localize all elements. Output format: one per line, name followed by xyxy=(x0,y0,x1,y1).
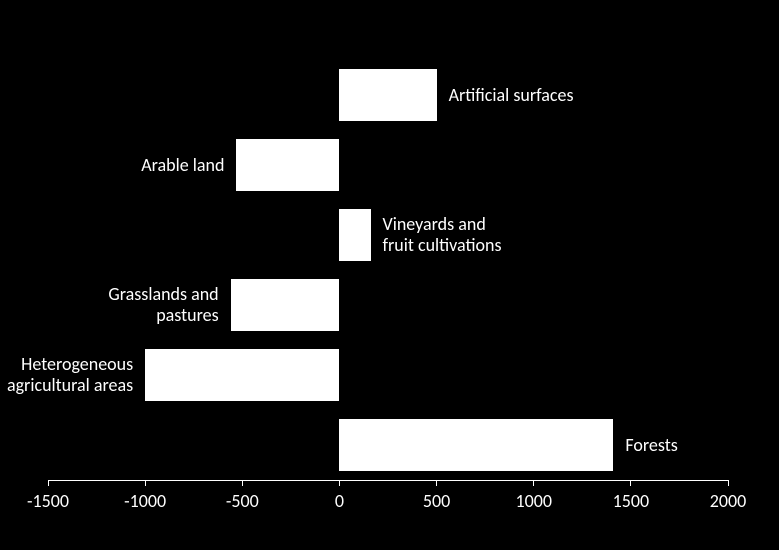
category-label: Artificial surfaces xyxy=(449,85,574,106)
x-tick-label: 0 xyxy=(335,490,344,512)
category-label: Grasslands and pastures xyxy=(108,284,218,325)
x-tick xyxy=(533,480,534,486)
x-tick xyxy=(242,480,243,486)
x-tick-label: -1000 xyxy=(124,490,166,512)
category-label: Forests xyxy=(625,435,677,456)
x-tick-label: 2000 xyxy=(710,490,747,512)
bar xyxy=(145,349,339,402)
x-tick xyxy=(339,480,340,486)
bar xyxy=(339,69,436,122)
category-label: Arable land xyxy=(141,155,224,176)
x-tick xyxy=(436,480,437,486)
category-label: Vineyards and fruit cultivations xyxy=(383,214,502,255)
bar xyxy=(339,419,613,472)
bar xyxy=(339,209,370,262)
bar xyxy=(231,279,340,332)
x-tick-label: 1500 xyxy=(613,490,650,512)
x-tick-label: 1000 xyxy=(515,490,552,512)
x-tick-label: 500 xyxy=(423,490,450,512)
category-label: Heterogeneous agricultural areas xyxy=(7,354,133,395)
x-tick-label: -500 xyxy=(226,490,259,512)
plot-area: Artificial surfaces Arable land Vineyards … xyxy=(48,60,728,480)
x-tick xyxy=(728,480,729,486)
x-tick-label: -1500 xyxy=(27,490,69,512)
bar xyxy=(236,139,339,192)
x-tick xyxy=(145,480,146,486)
x-axis-line xyxy=(48,480,728,481)
land-use-change-chart: Artificial surfaces Arable land Vineyards … xyxy=(0,0,779,550)
x-tick xyxy=(630,480,631,486)
x-tick xyxy=(48,480,49,486)
